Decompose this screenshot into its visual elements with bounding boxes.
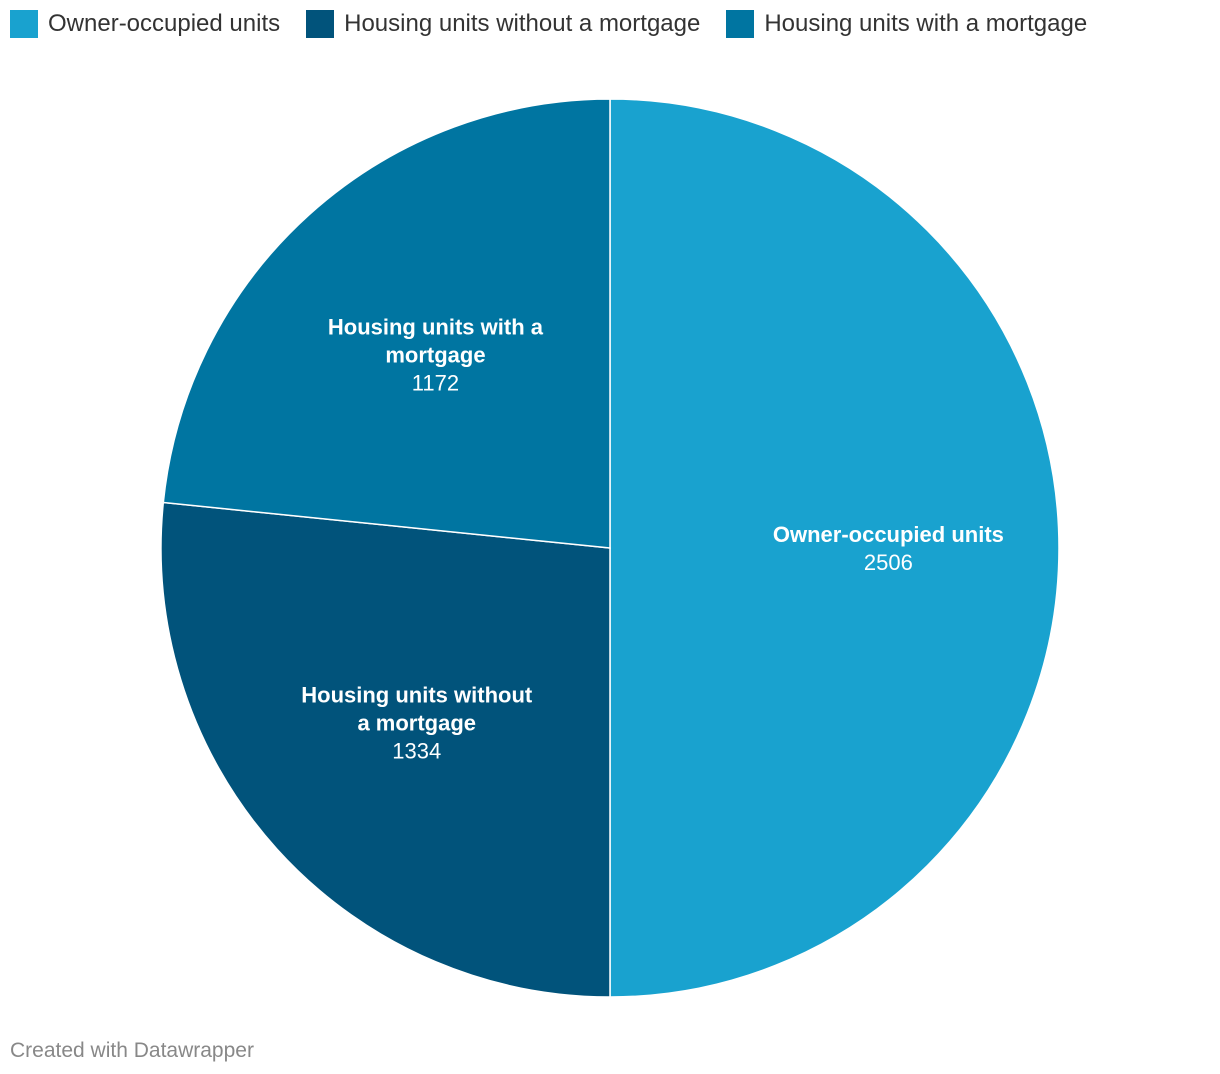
slice-label-value: 1172 <box>412 371 459 396</box>
pie-slice-owner-occupied <box>609 98 1060 998</box>
slice-label-value: 2506 <box>864 550 913 575</box>
chart-legend: Owner-occupied units Housing units witho… <box>10 8 1113 40</box>
pie-slice-with-mortgage <box>162 98 611 549</box>
legend-label-without-mortgage: Housing units without a mortgage <box>344 10 701 37</box>
credit-text: Created with Datawrapper <box>10 1039 254 1062</box>
legend-swatch-with-mortgage <box>726 10 755 38</box>
slice-label-without-mortgage: Housing units without a mortgage 1334 <box>301 683 533 764</box>
slice-label-value: 1334 <box>392 739 441 764</box>
legend-label-owner-occupied: Owner-occupied units <box>48 10 281 37</box>
legend-item-with-mortgage: Housing units with a mortgage <box>726 8 1087 40</box>
legend-item-without-mortgage: Housing units without a mortgage <box>306 8 700 40</box>
slice-label-name: Owner-occupied units <box>773 522 1004 547</box>
legend-label-with-mortgage: Housing units with a mortgage <box>764 10 1088 37</box>
pie-slice-without-mortgage <box>160 501 611 998</box>
legend-swatch-owner-occupied <box>10 10 38 38</box>
slice-label-name: Housing units with a <box>328 315 544 340</box>
slice-label-name: a mortgage <box>357 711 476 736</box>
slice-label-owner-occupied: Owner-occupied units 2506 <box>773 522 1004 575</box>
slice-label-name: mortgage <box>385 343 485 368</box>
slice-label-name: Housing units without <box>301 683 533 708</box>
legend-item-owner-occupied: Owner-occupied units <box>10 8 280 40</box>
legend-swatch-without-mortgage <box>306 10 335 38</box>
slice-label-with-mortgage: Housing units with a mortgage 1172 <box>328 315 544 396</box>
